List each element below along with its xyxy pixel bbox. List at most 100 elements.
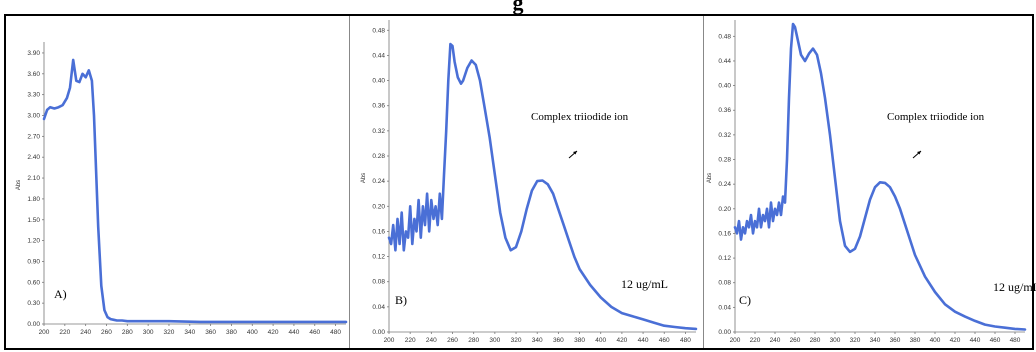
x-tick-label: 280: [810, 337, 821, 344]
y-tick-label: 2.70: [27, 133, 40, 140]
y-tick-label: 3.00: [27, 113, 40, 120]
panel-separator: [703, 16, 704, 348]
y-tick-label: 0.04: [372, 304, 385, 311]
y-tick-label: 3.90: [27, 50, 40, 57]
y-tick-label: 0.20: [718, 206, 731, 213]
x-tick-label: 400: [247, 329, 258, 336]
x-tick-label: 240: [80, 329, 91, 336]
annotation-label: Complex triiodide ion: [531, 111, 629, 123]
y-tick-label: 0.40: [372, 78, 385, 85]
x-tick-label: 420: [950, 337, 961, 344]
x-tick-label: 420: [616, 337, 627, 344]
y-tick-label: 1.20: [27, 238, 40, 245]
x-tick-label: 320: [511, 337, 522, 344]
y-tick-label: 0.48: [372, 27, 385, 34]
y-tick-label: 0.00: [372, 329, 385, 336]
figure-frame: 0.00 0.30 0.60 0.90 1.20 1.50 1.80 2.10 2.40 2.70…: [4, 14, 1036, 350]
x-tick-label: 380: [574, 337, 585, 344]
y-tick-label: 0.16: [372, 228, 385, 235]
panel-label: B): [395, 293, 407, 307]
y-axis-title: Abs: [16, 180, 22, 190]
figure-heading-fragment: g: [512, 0, 524, 15]
y-tick-label: 0.28: [372, 153, 385, 160]
annotation-arrowhead: [917, 151, 921, 155]
y-tick-label: 0.44: [372, 52, 385, 59]
x-tick-label: 480: [1010, 337, 1021, 344]
y-axis-title: Abs: [707, 173, 713, 183]
x-tick-label: 440: [970, 337, 981, 344]
x-tick-label: 480: [680, 337, 691, 344]
x-tick-label: 400: [930, 337, 941, 344]
y-tick-label: 0.12: [718, 255, 731, 262]
y-tick-label: 1.80: [27, 196, 40, 203]
y-axis-title: Abs: [361, 173, 367, 183]
concentration-label: 12 ug/mL: [993, 280, 1036, 294]
y-tick-label: 0.48: [718, 33, 731, 40]
x-tick-label: 340: [184, 329, 195, 336]
y-tick-label: 0.30: [27, 300, 40, 307]
x-tick-label: 220: [405, 337, 416, 344]
x-tick-label: 220: [750, 337, 761, 344]
y-tick-label: 0.08: [372, 279, 385, 286]
y-tick-label: 0.16: [718, 230, 731, 237]
y-tick-label: 0.08: [718, 280, 731, 287]
x-tick-label: 460: [309, 329, 320, 336]
y-tick-label: 0.60: [27, 279, 40, 286]
y-tick-label: 2.40: [27, 154, 40, 161]
x-tick-label: 300: [830, 337, 841, 344]
x-tick-label: 480: [330, 329, 341, 336]
x-tick-label: 240: [770, 337, 781, 344]
x-tick-label: 240: [426, 337, 437, 344]
absorbance-series-line: [387, 42, 698, 331]
y-tick-label: 0.40: [718, 83, 731, 90]
x-tick-label: 360: [890, 337, 901, 344]
x-tick-label: 260: [101, 329, 112, 336]
y-tick-label: 1.50: [27, 217, 40, 224]
x-tick-label: 260: [790, 337, 801, 344]
y-tick-label: 0.90: [27, 258, 40, 265]
x-tick-label: 260: [447, 337, 458, 344]
y-tick-label: 3.30: [27, 92, 40, 99]
absorbance-series-line: [733, 22, 1027, 331]
x-tick-label: 300: [489, 337, 500, 344]
y-tick-label: 0.20: [372, 203, 385, 210]
x-tick-label: 280: [122, 329, 133, 336]
x-tick-label: 440: [289, 329, 300, 336]
panel-label: C): [739, 293, 751, 307]
chart-panel-b: 0.00 0.04 0.08 0.12 0.16 0.20 0.24 0.28 0.32 0.36…: [361, 20, 698, 344]
x-tick-label: 380: [910, 337, 921, 344]
y-tick-label: 0.00: [718, 329, 731, 336]
y-tick-label: 0.04: [718, 304, 731, 311]
concentration-label: 12 ug/mL: [621, 277, 668, 291]
x-tick-label: 340: [532, 337, 543, 344]
x-tick-label: 280: [468, 337, 479, 344]
y-tick-label: 0.32: [372, 128, 385, 135]
y-tick-label: 0.24: [372, 178, 385, 185]
x-tick-label: 220: [59, 329, 70, 336]
y-tick-label: 0.44: [718, 58, 731, 65]
y-tick-label: 3.60: [27, 71, 40, 78]
y-tick-label: 0.36: [718, 107, 731, 114]
annotation-label: Complex triiodide ion: [887, 111, 985, 123]
x-tick-label: 200: [39, 329, 50, 336]
x-tick-label: 320: [850, 337, 861, 344]
y-tick-label: 0.00: [27, 321, 40, 328]
x-tick-label: 400: [595, 337, 606, 344]
x-tick-label: 380: [226, 329, 237, 336]
absorbance-series-line: [42, 58, 348, 324]
y-tick-label: 0.24: [718, 181, 731, 188]
panel-label: A): [54, 287, 67, 301]
x-tick-label: 460: [990, 337, 1001, 344]
y-tick-label: 0.36: [372, 103, 385, 110]
x-tick-label: 420: [268, 329, 279, 336]
x-tick-label: 340: [870, 337, 881, 344]
x-tick-label: 360: [205, 329, 216, 336]
chart-panel-c: 0.00 0.04 0.08 0.12 0.16 0.20 0.24 0.28 0.32 0.36…: [707, 20, 1036, 344]
x-tick-label: 200: [384, 337, 395, 344]
y-tick-label: 2.10: [27, 175, 40, 182]
x-tick-label: 440: [638, 337, 649, 344]
y-tick-label: 0.32: [718, 132, 731, 139]
y-tick-label: 0.12: [372, 254, 385, 261]
x-tick-label: 320: [164, 329, 175, 336]
x-tick-label: 460: [659, 337, 670, 344]
